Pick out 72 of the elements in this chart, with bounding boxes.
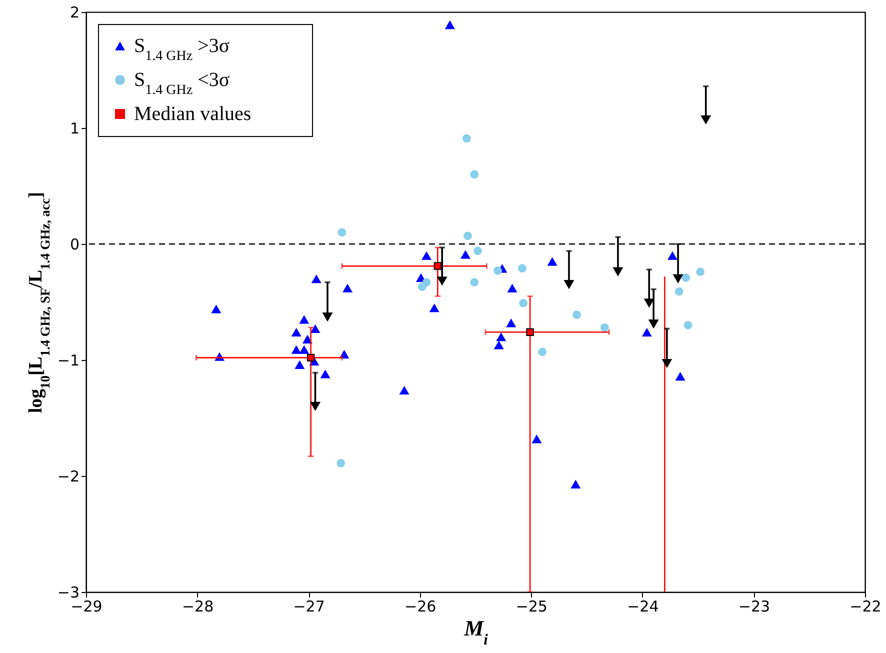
point bbox=[696, 268, 704, 276]
point bbox=[674, 287, 684, 296]
legend-label: S$_{1.4 GHz}$ >3σ bbox=[134, 35, 230, 64]
point bbox=[464, 232, 472, 240]
point bbox=[700, 115, 712, 124]
point bbox=[399, 386, 410, 394]
point bbox=[444, 20, 455, 30]
x-tick-label: −28 bbox=[182, 598, 214, 616]
point bbox=[470, 170, 479, 179]
legend-label: S$_{1.4 GHz}$ <3σ bbox=[134, 69, 230, 98]
point bbox=[299, 315, 310, 324]
x-axis-title: M$_{i}$ bbox=[463, 616, 489, 648]
point bbox=[299, 345, 310, 354]
point bbox=[612, 267, 624, 276]
point bbox=[564, 280, 574, 290]
point bbox=[675, 372, 686, 381]
point bbox=[518, 264, 526, 273]
point bbox=[547, 257, 558, 266]
point bbox=[418, 282, 426, 292]
y-tick-label: 2 bbox=[70, 4, 80, 22]
point bbox=[310, 402, 320, 411]
point bbox=[320, 370, 330, 378]
legend-label: Median values bbox=[134, 103, 252, 125]
point bbox=[462, 134, 471, 143]
point bbox=[642, 328, 652, 336]
point bbox=[570, 480, 581, 488]
y-tick-label: −2 bbox=[57, 468, 80, 486]
point bbox=[291, 345, 302, 354]
point bbox=[422, 251, 432, 260]
point bbox=[644, 298, 654, 308]
point bbox=[436, 276, 448, 286]
x-tick-label: −23 bbox=[738, 598, 770, 616]
point bbox=[572, 310, 581, 319]
point bbox=[526, 328, 534, 336]
point bbox=[294, 360, 305, 369]
y-tick-label: −1 bbox=[57, 352, 80, 370]
point bbox=[672, 274, 684, 284]
point bbox=[519, 298, 528, 308]
point bbox=[336, 459, 346, 468]
x-tick-label: −22 bbox=[850, 598, 882, 616]
point bbox=[311, 274, 322, 284]
point bbox=[507, 284, 518, 292]
point bbox=[474, 246, 482, 256]
point bbox=[494, 266, 502, 275]
point bbox=[506, 318, 516, 328]
point bbox=[338, 228, 346, 237]
point bbox=[306, 354, 315, 362]
point bbox=[600, 323, 609, 332]
point bbox=[211, 304, 222, 314]
point bbox=[662, 358, 672, 368]
y-tick-label: 1 bbox=[70, 120, 80, 138]
x-tick-label: −27 bbox=[293, 598, 325, 616]
point bbox=[470, 278, 479, 286]
x-tick-label: −24 bbox=[627, 598, 659, 616]
point bbox=[667, 251, 678, 260]
y-tick-label: 0 bbox=[70, 236, 80, 254]
point bbox=[322, 312, 333, 322]
point bbox=[460, 250, 470, 259]
x-tick-label: −26 bbox=[404, 598, 436, 616]
point bbox=[291, 328, 302, 336]
point bbox=[648, 320, 659, 329]
point bbox=[682, 273, 690, 282]
point bbox=[496, 332, 506, 342]
point bbox=[342, 284, 353, 292]
point bbox=[532, 434, 542, 444]
x-tick-label: −25 bbox=[516, 598, 548, 616]
point bbox=[302, 334, 312, 344]
point bbox=[434, 262, 442, 270]
point bbox=[429, 303, 440, 312]
point bbox=[538, 348, 546, 356]
point bbox=[494, 340, 504, 350]
point bbox=[684, 321, 692, 330]
